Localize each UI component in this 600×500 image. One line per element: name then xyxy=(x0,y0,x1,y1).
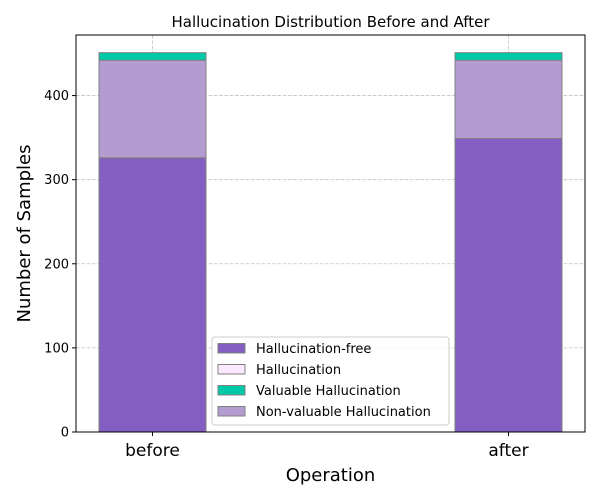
x-tick-label: after xyxy=(488,441,528,461)
bars-layer xyxy=(98,52,563,433)
x-tick-label: before xyxy=(125,441,180,461)
axes-frame xyxy=(75,34,586,433)
y-tick-label: 0 xyxy=(61,426,69,441)
bar-before-non-valuable-hallucination xyxy=(98,59,207,159)
legend-box xyxy=(211,336,450,426)
legend-swatch xyxy=(217,364,246,375)
legend-label: Hallucination xyxy=(256,363,341,378)
bar-after-hallucination-free xyxy=(454,137,563,433)
legend-swatch xyxy=(217,385,246,396)
y-tick-label: 300 xyxy=(44,173,69,188)
bar-before-hallucination-free xyxy=(98,157,207,433)
legend-label: Non-valuable Hallucination xyxy=(256,405,431,420)
legend-label: Valuable Hallucination xyxy=(256,384,401,399)
legend: Hallucination-free Hallucination Valuable … xyxy=(211,336,450,426)
y-tick-label: 200 xyxy=(44,257,69,272)
x-axis-label: Operation xyxy=(286,465,376,486)
bar-after-valuable-hallucination xyxy=(454,52,563,61)
ticks-layer: 0 100 200 300 400 before after xyxy=(44,89,528,461)
legend-swatch xyxy=(217,343,246,354)
bar-before-valuable-hallucination xyxy=(98,52,207,61)
chart-title: Hallucination Distribution Before and Af… xyxy=(171,13,490,31)
bar-after-non-valuable-hallucination xyxy=(454,59,563,139)
y-tick-label: 400 xyxy=(44,89,69,104)
y-axis-label: Number of Samples xyxy=(14,145,35,323)
legend-swatch xyxy=(217,406,246,417)
y-tick-label: 100 xyxy=(44,341,69,356)
legend-label: Hallucination-free xyxy=(256,342,371,357)
